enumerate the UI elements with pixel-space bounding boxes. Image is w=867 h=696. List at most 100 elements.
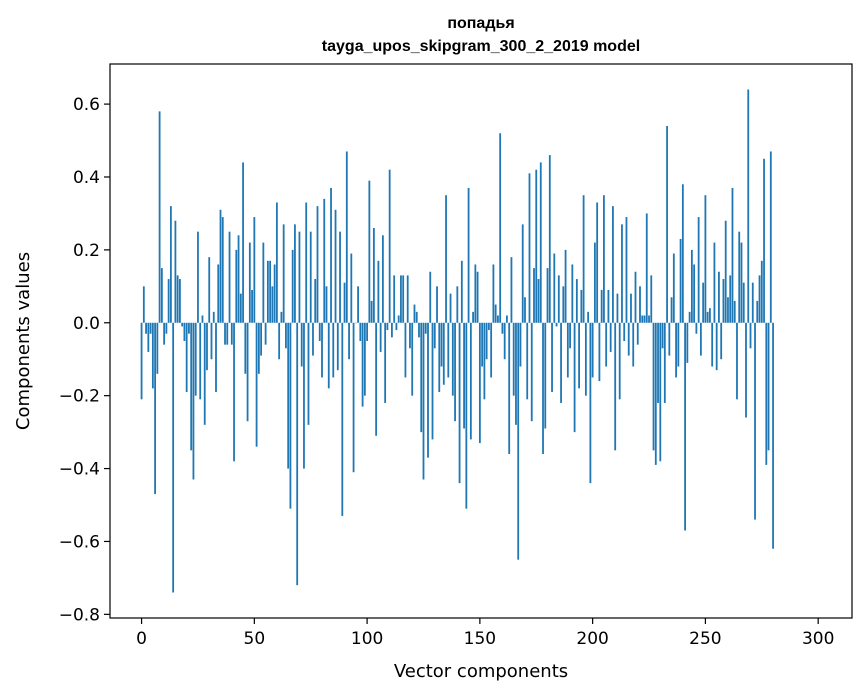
bar (639, 286, 641, 323)
x-axis-label: Vector components (394, 661, 568, 682)
bar (603, 195, 605, 323)
chart-title: попадья (447, 15, 514, 32)
bar (454, 322, 456, 422)
bar (769, 151, 772, 323)
bar (519, 322, 522, 367)
bar (478, 322, 481, 444)
bar (661, 322, 664, 349)
bar (684, 322, 686, 531)
bar (720, 322, 723, 360)
bar (156, 322, 159, 374)
bar (151, 322, 154, 389)
bar (681, 184, 684, 323)
bar (158, 111, 161, 323)
bar (569, 322, 571, 349)
bar (348, 322, 350, 360)
bar (233, 322, 235, 462)
bar (747, 89, 750, 323)
bar (406, 275, 409, 323)
bar (278, 322, 281, 360)
bar (740, 242, 743, 323)
bar (334, 209, 337, 323)
y-tick-label: 0.0 (73, 314, 100, 334)
bar (765, 322, 768, 465)
bar (542, 322, 544, 454)
bar (580, 289, 583, 323)
bar (332, 322, 335, 378)
bar (562, 286, 565, 323)
bar (526, 322, 529, 400)
bar (503, 322, 506, 360)
bar (226, 322, 229, 345)
bar (339, 231, 341, 323)
bar (440, 322, 443, 367)
bar (221, 217, 224, 323)
y-tick-label: −0.6 (59, 532, 100, 552)
bar (228, 231, 231, 323)
x-tick-label: 50 (244, 629, 266, 649)
bar (431, 322, 434, 440)
bar (517, 322, 520, 560)
bar (575, 279, 578, 323)
bar (181, 322, 184, 327)
bar (409, 322, 411, 349)
bar (650, 275, 653, 323)
y-axis-label: Components values (13, 252, 34, 430)
bar (411, 322, 414, 396)
bar (192, 322, 195, 480)
bar (767, 322, 770, 451)
bar (616, 293, 619, 323)
bar (614, 322, 617, 451)
bar (666, 125, 668, 323)
bar (363, 322, 366, 396)
bar (693, 264, 696, 323)
bar (754, 322, 756, 520)
bar (702, 282, 705, 323)
bar (458, 322, 461, 484)
bar (530, 322, 533, 422)
bar (224, 322, 226, 345)
bar (393, 275, 396, 323)
bar (246, 322, 249, 422)
bar (176, 275, 179, 323)
bar (492, 264, 495, 323)
bar (140, 322, 143, 400)
bar (357, 286, 359, 323)
bar (262, 242, 265, 323)
bar (391, 322, 393, 338)
bar (217, 264, 220, 323)
bar (312, 322, 314, 356)
bar (239, 293, 242, 323)
bar (546, 268, 549, 323)
bar (506, 315, 508, 323)
bar (248, 242, 251, 323)
bar (397, 315, 400, 323)
bar (632, 322, 635, 367)
bar (345, 151, 348, 323)
bar (718, 271, 720, 323)
bar (756, 300, 759, 323)
bar (418, 322, 420, 338)
bar (341, 322, 344, 516)
bar (325, 286, 328, 323)
bar (600, 289, 603, 323)
bar (481, 322, 484, 367)
bar (686, 322, 689, 363)
bar (731, 187, 734, 323)
bar (636, 322, 639, 345)
bar (316, 206, 319, 323)
bar (402, 275, 405, 323)
bar (183, 322, 186, 341)
bar (593, 242, 596, 323)
bar (343, 282, 346, 323)
bar (438, 322, 441, 393)
bar (206, 322, 208, 371)
bar (285, 322, 287, 349)
bar (553, 253, 556, 323)
bar (469, 322, 472, 440)
bar (298, 231, 301, 323)
bar (582, 195, 585, 323)
bar (188, 322, 190, 334)
bar (544, 322, 547, 429)
bar (751, 282, 754, 323)
